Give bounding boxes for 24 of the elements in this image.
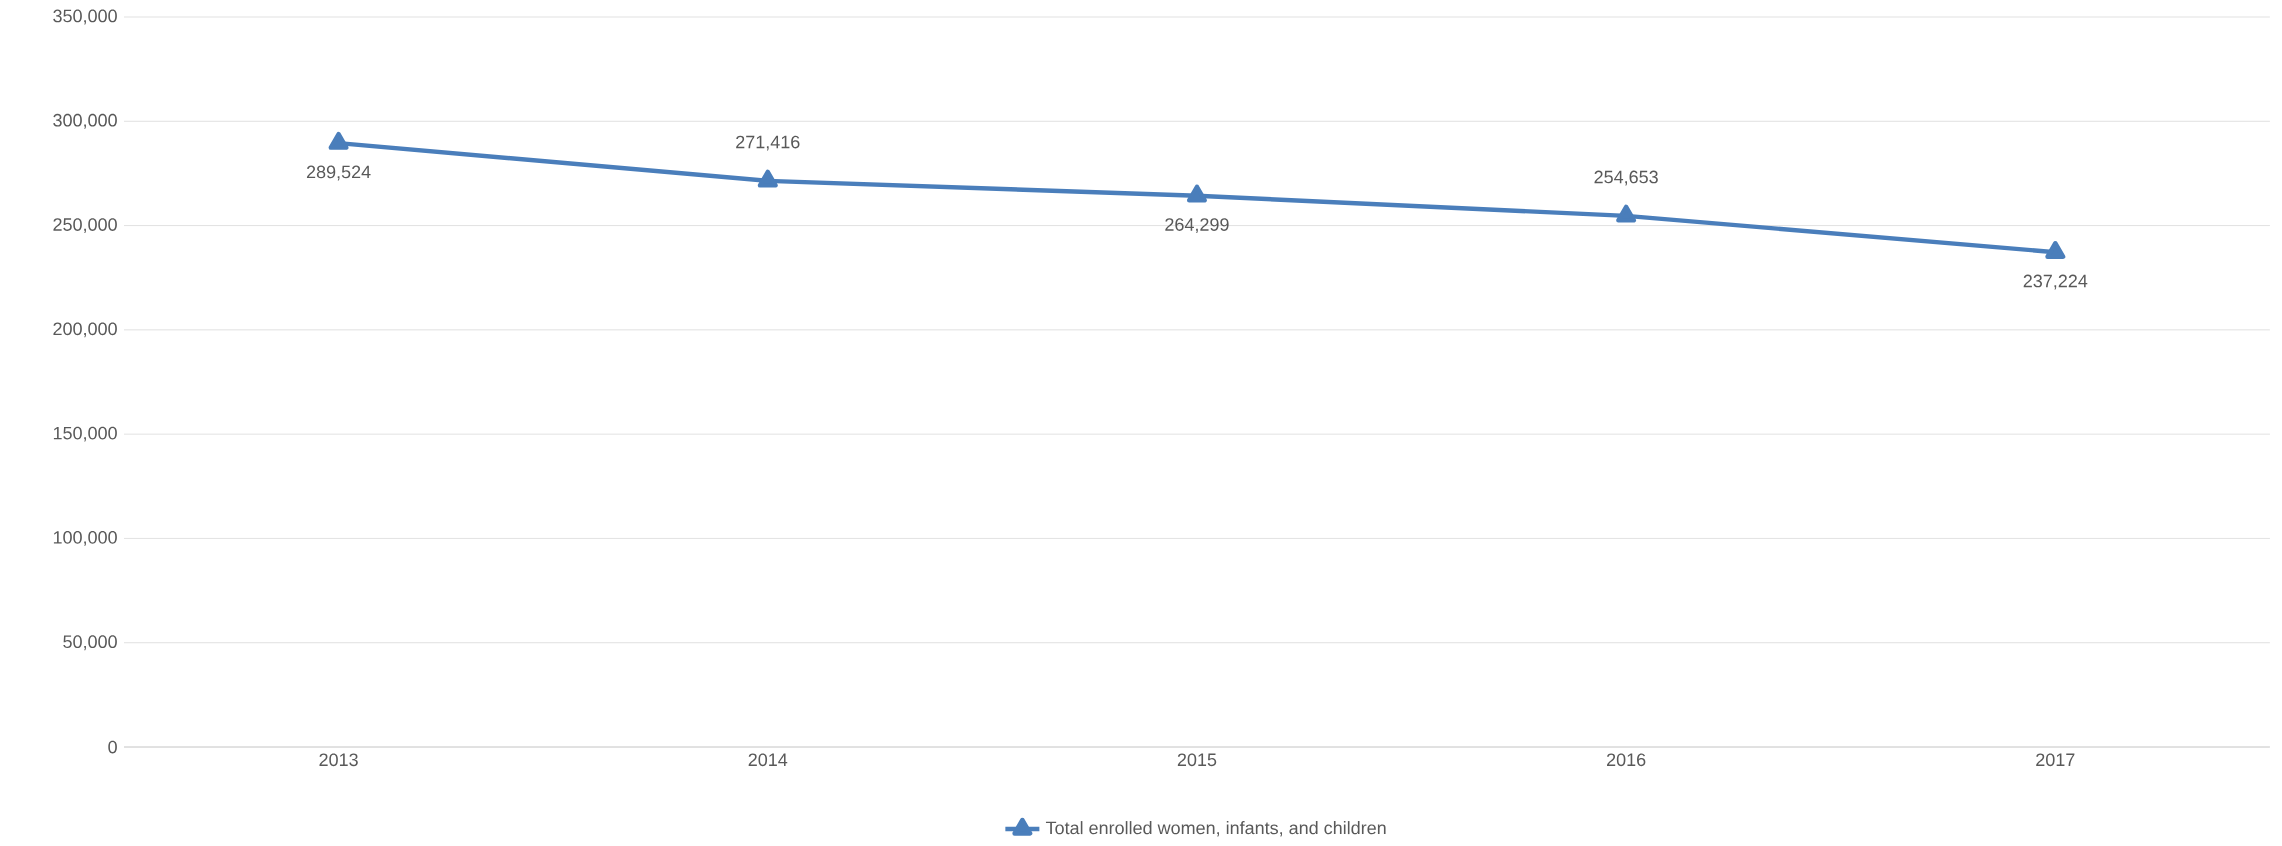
x-tick-label: 2015 [1177, 753, 1217, 767]
point [2045, 241, 2066, 259]
y-tick-label: 100,000 [53, 531, 117, 546]
y-tick-label: 350,000 [53, 9, 117, 25]
data-label: 254,653 [1594, 170, 1658, 186]
y-tick-label: 300,000 [53, 113, 117, 129]
data-label: 289,524 [306, 165, 371, 181]
legend-label: Total enrolled women, infants, and children [1045, 821, 1386, 837]
data-label: 264,299 [1165, 218, 1229, 234]
y-tick-label: 150,000 [53, 426, 117, 442]
point [1616, 204, 1637, 223]
point [328, 131, 349, 150]
x-tick-label: 2014 [748, 753, 788, 767]
point [757, 169, 778, 188]
y-tick-label: 200,000 [53, 322, 117, 338]
point [1186, 184, 1207, 203]
x-tick-label: 2013 [319, 753, 358, 767]
y-tick-label: 50,000 [63, 635, 117, 651]
data-label: 237,224 [2023, 274, 2088, 290]
y-tick-label: 0 [108, 740, 117, 754]
y-tick-label: 250,000 [53, 218, 117, 234]
data-label: 271,416 [736, 135, 800, 151]
x-tick-label: 2017 [2036, 753, 2075, 767]
x-tick-label: 2016 [1607, 753, 1646, 767]
